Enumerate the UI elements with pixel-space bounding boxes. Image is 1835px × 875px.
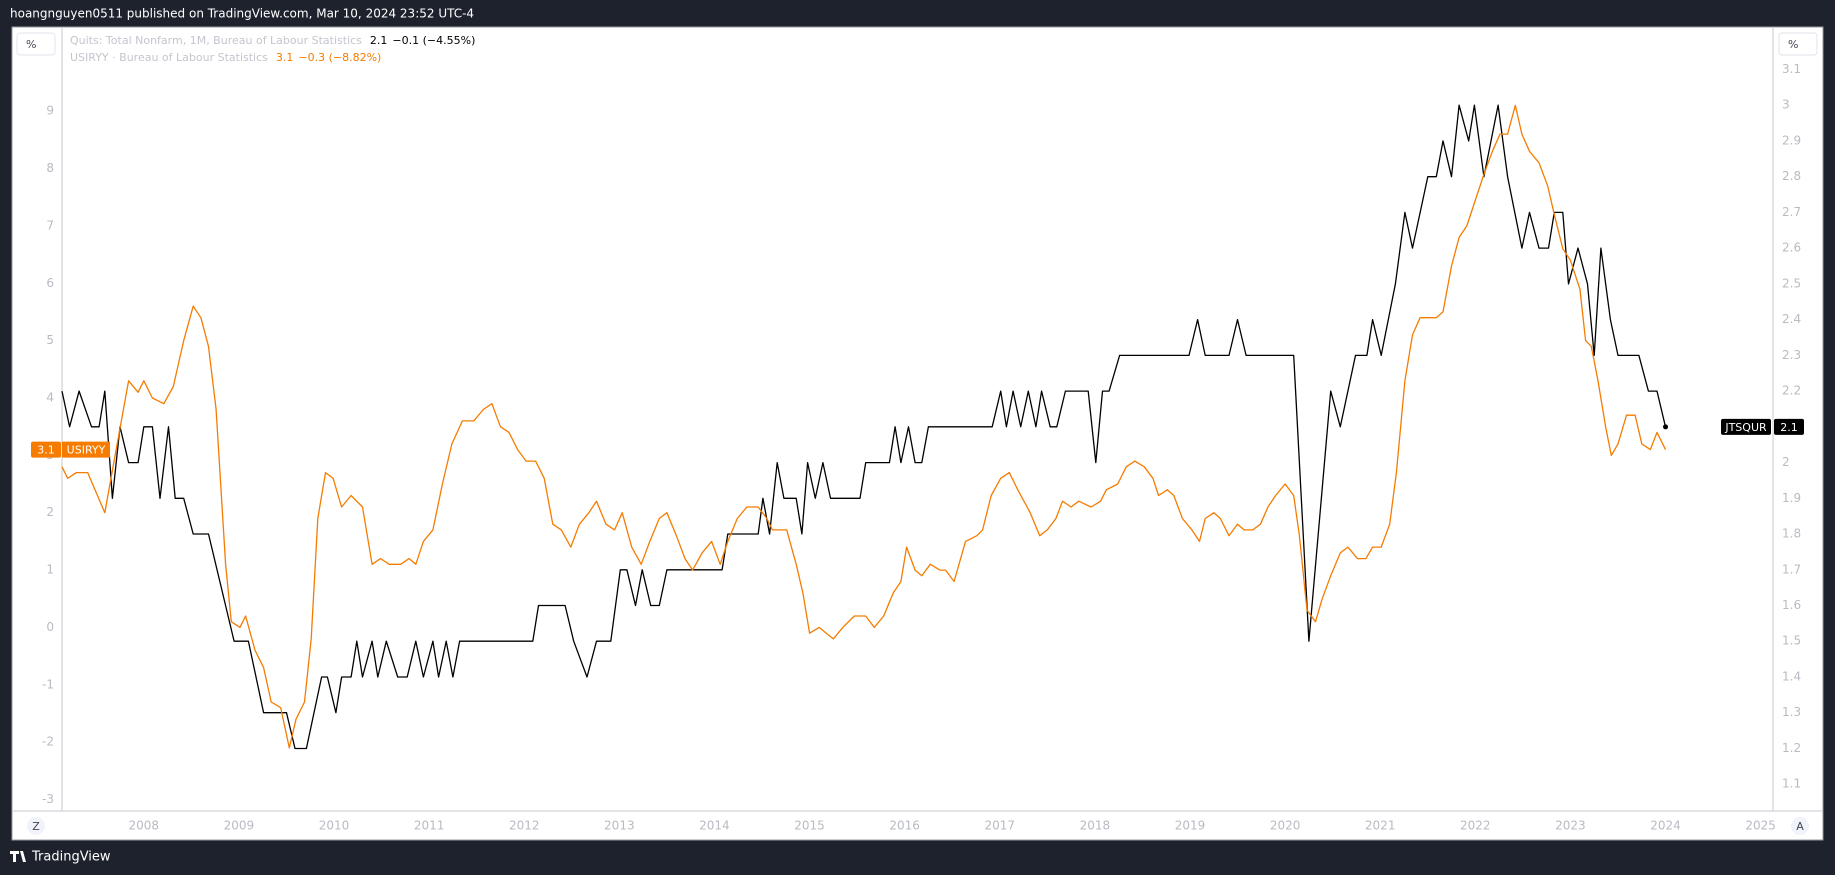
y-tick-label: 9 — [46, 104, 54, 118]
y2-tick-label: 2.8 — [1782, 169, 1801, 183]
y2-tick-label: 1.9 — [1782, 491, 1801, 505]
chart-panel — [11, 26, 1824, 841]
y2-tick-label: 2.6 — [1782, 241, 1801, 255]
y2-tick-label: 1.6 — [1782, 598, 1801, 612]
series-line — [61, 104, 1667, 749]
x-tick-label: 2012 — [509, 819, 540, 833]
x-tick-label: 2023 — [1555, 819, 1586, 833]
y-tick-label: 2 — [46, 505, 54, 519]
y-tick-label: -3 — [42, 792, 54, 806]
x-tick-label: 2013 — [604, 819, 635, 833]
y2-tick-label: 2.3 — [1782, 348, 1801, 362]
x-tick-label: 2009 — [224, 819, 255, 833]
x-tick-label: 2015 — [794, 819, 825, 833]
ticker-label-box — [1721, 418, 1771, 435]
y-tick-label: 8 — [46, 161, 54, 175]
legend-entry: USIRYY · Bureau of Labour Statistics 3.1−… — [70, 51, 381, 64]
header-text: hoangnguyen0511 published on TradingView… — [10, 7, 474, 21]
corner-right[interactable]: A — [1796, 820, 1804, 833]
x-tick-label: 2025 — [1745, 819, 1776, 833]
legend-value: 3.1 — [276, 51, 294, 64]
x-tick-label: 2014 — [699, 819, 730, 833]
legend-name: USIRYY · Bureau of Labour Statistics — [70, 51, 268, 64]
legend-change: −0.1 (−4.55%) — [392, 34, 475, 47]
y2-tick-label: 3 — [1782, 98, 1790, 112]
y-tick-label: 6 — [46, 276, 54, 290]
y2-tick-label: 2.4 — [1782, 312, 1801, 326]
legend-entry: Quits: Total Nonfarm, 1M, Bureau of Labo… — [70, 34, 475, 47]
y2-tick-label: 2.7 — [1782, 205, 1801, 219]
x-tick-label: 2008 — [129, 819, 160, 833]
y-tick-label: 5 — [46, 333, 54, 347]
price-label-box — [1774, 418, 1804, 435]
brand-logo — [10, 851, 26, 862]
y2-tick-label: 1.5 — [1782, 634, 1801, 648]
y2-tick-label: 3.1 — [1782, 62, 1801, 76]
series-line — [61, 104, 1667, 750]
y-tick-label: -1 — [42, 677, 54, 691]
corner-left[interactable]: Z — [32, 820, 40, 833]
ticker-label-box — [62, 441, 110, 458]
x-tick-label: 2016 — [889, 819, 920, 833]
y2-tick-label: 1.8 — [1782, 527, 1801, 541]
y2-tick-label: 2 — [1782, 455, 1790, 469]
legend-value: 2.1 — [370, 34, 388, 47]
y-tick-label: 1 — [46, 563, 54, 577]
y-tick-label: 4 — [46, 390, 54, 404]
right-unit-button[interactable] — [1778, 32, 1818, 56]
x-tick-label: 2021 — [1365, 819, 1396, 833]
y2-tick-label: 2.9 — [1782, 133, 1801, 147]
legend-change: −0.3 (−8.82%) — [298, 51, 381, 64]
price-label-box — [31, 441, 61, 458]
x-tick-label: 2017 — [984, 819, 1015, 833]
x-tick-label: 2011 — [414, 819, 445, 833]
corner-left-button[interactable] — [27, 817, 45, 835]
x-tick-label: 2019 — [1175, 819, 1206, 833]
price-label: 3.1 — [37, 444, 55, 457]
x-tick-label: 2022 — [1460, 819, 1491, 833]
x-tick-label: 2010 — [319, 819, 350, 833]
last-point — [1663, 424, 1669, 430]
left-unit[interactable]: % — [26, 38, 36, 51]
y2-tick-label: 1.4 — [1782, 669, 1801, 683]
y-tick-label: 7 — [46, 218, 54, 232]
corner-right-button[interactable] — [1791, 817, 1809, 835]
y2-tick-label: 2.2 — [1782, 384, 1801, 398]
footer-brand: TradingView — [31, 850, 111, 865]
y-tick-label: -2 — [42, 735, 54, 749]
right-unit[interactable]: % — [1788, 38, 1798, 51]
ticker-label: USIRYY — [67, 444, 106, 457]
y2-tick-label: 1.1 — [1782, 777, 1801, 791]
y2-tick-label: 1.3 — [1782, 705, 1801, 719]
price-label: 2.1 — [1780, 421, 1798, 434]
y-tick-label: 0 — [46, 620, 54, 634]
x-tick-label: 2018 — [1080, 819, 1111, 833]
y2-tick-label: 1.7 — [1782, 562, 1801, 576]
left-unit-button[interactable] — [16, 32, 56, 56]
x-tick-label: 2020 — [1270, 819, 1301, 833]
ticker-label: JTSQUR — [1724, 421, 1767, 434]
legend-name: Quits: Total Nonfarm, 1M, Bureau of Labo… — [70, 34, 362, 47]
y2-tick-label: 2.5 — [1782, 276, 1801, 290]
y2-tick-label: 1.2 — [1782, 741, 1801, 755]
x-tick-label: 2024 — [1650, 819, 1681, 833]
